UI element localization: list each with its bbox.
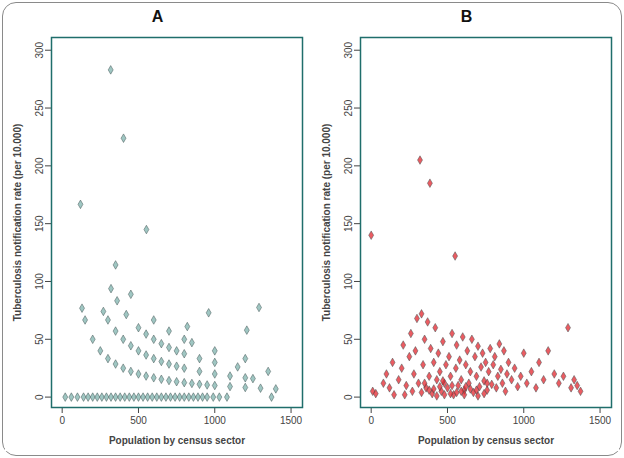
svg-text:150: 150 <box>34 215 45 232</box>
svg-text:1000: 1000 <box>513 415 536 426</box>
svg-text:Population by census sector: Population by census sector <box>418 435 554 446</box>
html-text:B: B <box>460 8 473 25</box>
svg-text:250: 250 <box>34 99 45 116</box>
html-text:A: A <box>151 8 164 25</box>
svg-text:0: 0 <box>343 394 354 400</box>
svg-text:500: 500 <box>130 415 147 426</box>
svg-text:Tuberculosis notification rate: Tuberculosis notification rate (per 10.0… <box>321 124 332 322</box>
svg-text:Population by census sector: Population by census sector <box>109 435 245 446</box>
svg-text:300: 300 <box>34 41 45 58</box>
svg-text:200: 200 <box>34 157 45 174</box>
svg-text:200: 200 <box>343 157 354 174</box>
svg-text:1000: 1000 <box>204 415 227 426</box>
svg-text:50: 50 <box>343 333 354 345</box>
svg-text:0: 0 <box>59 415 65 426</box>
svg-text:50: 50 <box>34 333 45 345</box>
svg-text:Tuberculosis notification rate: Tuberculosis notification rate (per 10.0… <box>12 124 23 322</box>
svg-text:0: 0 <box>34 394 45 400</box>
svg-text:100: 100 <box>343 273 354 290</box>
svg-text:150: 150 <box>343 215 354 232</box>
svg-text:0: 0 <box>368 415 374 426</box>
svg-text:250: 250 <box>343 99 354 116</box>
svg-text:1500: 1500 <box>280 415 303 426</box>
svg-text:500: 500 <box>439 415 456 426</box>
svg-text:1500: 1500 <box>589 415 612 426</box>
svg-text:300: 300 <box>343 41 354 58</box>
svg-text:100: 100 <box>34 273 45 290</box>
